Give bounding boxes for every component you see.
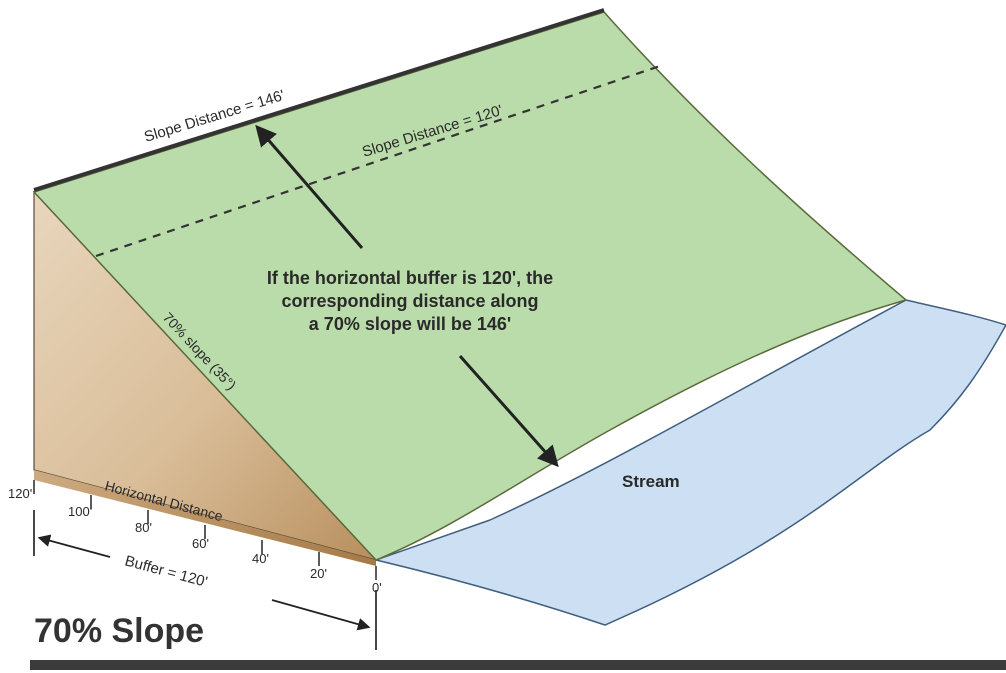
buffer-label: Buffer = 120' <box>123 552 209 590</box>
buffer-arrow-right <box>271 599 371 631</box>
bottom-rule <box>30 660 1006 670</box>
explanation-line-2: corresponding distance along <box>281 291 538 311</box>
slope-distance-120-line <box>95 64 661 258</box>
diagram-title: 70% Slope <box>34 612 205 650</box>
tick-label-80: 80' <box>135 520 152 535</box>
explanation-line-1: If the horizontal buffer is 120', the <box>267 268 553 288</box>
stream-area <box>373 299 1006 626</box>
slope-top-edge <box>33 8 605 192</box>
horizontal-ground <box>34 470 376 566</box>
stream-label: Stream <box>622 472 680 491</box>
arrow-up <box>255 124 364 249</box>
distance-ticks <box>33 480 377 580</box>
tick-label-100: 100' <box>68 504 92 519</box>
tick-label-20: 20' <box>310 566 327 581</box>
tick-label-0: 0' <box>372 580 382 595</box>
buffer-arrow-left <box>37 534 111 558</box>
tick-label-60: 60' <box>192 536 209 551</box>
explanation-line-3: a 70% slope will be 146' <box>309 314 511 334</box>
slope-face <box>32 11 908 561</box>
tick-label-40: 40' <box>252 551 269 566</box>
arrow-down <box>458 355 559 468</box>
tick-label-120: 120' <box>8 486 32 501</box>
